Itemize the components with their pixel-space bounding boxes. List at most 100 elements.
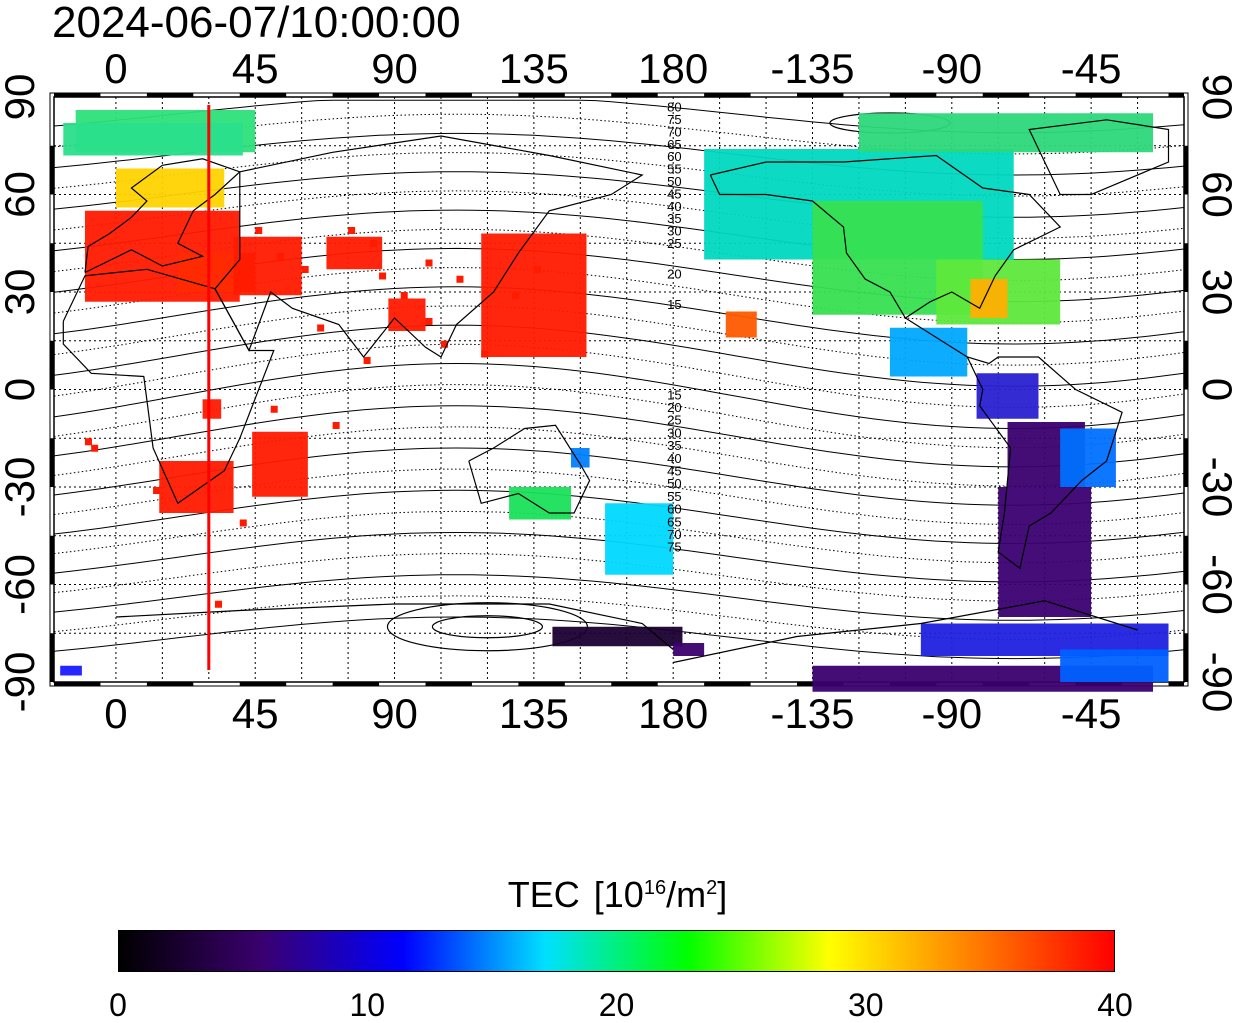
contour-line xyxy=(53,286,1185,345)
bottom-lon-label: -90 xyxy=(921,690,982,737)
coastline xyxy=(214,135,644,358)
contour-label-north: 25 xyxy=(667,236,681,251)
contour-line xyxy=(53,489,1185,545)
tec-patch xyxy=(60,665,82,676)
tec-station-dot xyxy=(425,318,433,325)
contour-line xyxy=(53,384,1185,449)
tec-station-dot xyxy=(317,324,325,332)
tec-station-dot xyxy=(239,519,247,527)
left-lat-label: -60 xyxy=(0,554,43,615)
contour-label-south: 65 xyxy=(667,514,681,529)
frame-bar-right xyxy=(1184,243,1188,292)
frame-bar-top xyxy=(518,93,565,97)
coastline xyxy=(115,600,1138,664)
frame-bar-bottom xyxy=(54,682,101,686)
colorbar-title-main: TEC xyxy=(507,874,580,915)
contour-label-north: 35 xyxy=(667,211,681,226)
colorbar-title: TEC [1016/m2] xyxy=(0,868,1235,915)
tec-patch xyxy=(552,626,683,647)
tec-station-dot xyxy=(440,340,448,348)
frame-bar-bottom xyxy=(518,682,565,686)
frame-bar-top xyxy=(611,93,658,97)
left-lat-label: 30 xyxy=(0,269,43,316)
contour-label-north: 80 xyxy=(667,100,681,115)
contour-label-south: 70 xyxy=(667,527,681,542)
frame-bar-top xyxy=(54,93,101,97)
colorbar-tick-label: 20 xyxy=(598,987,635,1023)
tec-patch xyxy=(509,487,572,520)
left-lat-label: 60 xyxy=(0,171,43,218)
frame-bar-top xyxy=(704,93,751,97)
contour-label-north: 70 xyxy=(667,124,681,139)
contour-label-north: 75 xyxy=(667,112,681,127)
colorbar-unit: [1016/m2] xyxy=(593,874,728,915)
contour-label-south: 30 xyxy=(667,425,681,440)
tec-patch xyxy=(976,373,1039,419)
frame-bar-left xyxy=(50,633,54,682)
bottom-lon-label: 90 xyxy=(371,690,418,737)
tec-station-dot xyxy=(301,266,309,273)
coastline xyxy=(1028,119,1170,196)
coastline xyxy=(62,268,275,505)
contour-line xyxy=(53,468,1185,525)
right-lat-label: -90 xyxy=(1194,652,1235,713)
right-lat-label: -60 xyxy=(1194,554,1235,615)
frame-bar-bottom xyxy=(425,682,472,686)
left-lat-label: 90 xyxy=(0,74,43,121)
frame-bar-top xyxy=(1168,93,1184,97)
coastline xyxy=(468,424,591,514)
frame-bar-right xyxy=(1184,633,1188,682)
tec-station-dot xyxy=(369,240,377,247)
tec-data-patches xyxy=(60,110,1169,692)
contour-line xyxy=(53,305,1185,366)
contour-label-south: 50 xyxy=(667,476,681,491)
contour-labels: 8075706560555045403530252015152025303540… xyxy=(667,100,681,555)
tec-patch xyxy=(233,236,302,296)
contour-label-north: 50 xyxy=(667,174,681,189)
bottom-lon-label: -45 xyxy=(1061,690,1122,737)
coastline xyxy=(84,158,241,274)
tec-station-dot xyxy=(481,350,489,358)
tec-patch xyxy=(63,123,243,156)
contour-line xyxy=(53,574,1185,621)
tec-station-dot xyxy=(270,405,278,413)
bottom-lon-label: -135 xyxy=(770,690,854,737)
top-lon-label: 45 xyxy=(232,45,279,92)
right-lat-label: 30 xyxy=(1194,269,1235,316)
tec-patch xyxy=(388,298,426,331)
tec-patch xyxy=(159,461,234,513)
tec-patch xyxy=(889,327,968,377)
coastline xyxy=(709,154,1062,319)
bottom-lon-label: 135 xyxy=(499,690,569,737)
tec-patch xyxy=(202,399,222,419)
frame-bar-top xyxy=(146,93,194,97)
contour-label-north: 20 xyxy=(667,266,681,281)
contour-label-south: 15 xyxy=(667,387,681,402)
tec-station-dot xyxy=(533,266,541,273)
tec-patch xyxy=(1060,649,1169,682)
top-lon-label: 0 xyxy=(104,45,127,92)
contour-label-north: 40 xyxy=(667,199,681,214)
bottom-lon-label: 180 xyxy=(638,690,708,737)
contour-label-north: 60 xyxy=(667,149,681,164)
frame-bar-bottom xyxy=(332,682,380,686)
tec-station-dot xyxy=(512,292,520,299)
contour-label-north: 15 xyxy=(667,297,681,312)
tec-patch xyxy=(970,279,1008,318)
colorbar xyxy=(118,930,1115,972)
frame-bar-bottom xyxy=(611,682,658,686)
contour-label-north: 30 xyxy=(667,224,681,239)
tec-patch xyxy=(858,113,1154,153)
colorbar-tick-label: 30 xyxy=(847,987,884,1023)
tec-station-dot xyxy=(332,422,340,429)
tec-station-dot xyxy=(363,357,371,364)
frame-bar-right xyxy=(1184,340,1188,390)
tec-station-dot xyxy=(400,292,408,299)
frame-bar-top xyxy=(797,93,844,97)
coastline xyxy=(905,317,1123,570)
top-lon-label: -135 xyxy=(770,45,854,92)
frame-bar-top xyxy=(982,93,1030,97)
contour-oval xyxy=(431,615,544,639)
frame-bar-left xyxy=(50,145,54,195)
contour-line xyxy=(53,267,1185,324)
